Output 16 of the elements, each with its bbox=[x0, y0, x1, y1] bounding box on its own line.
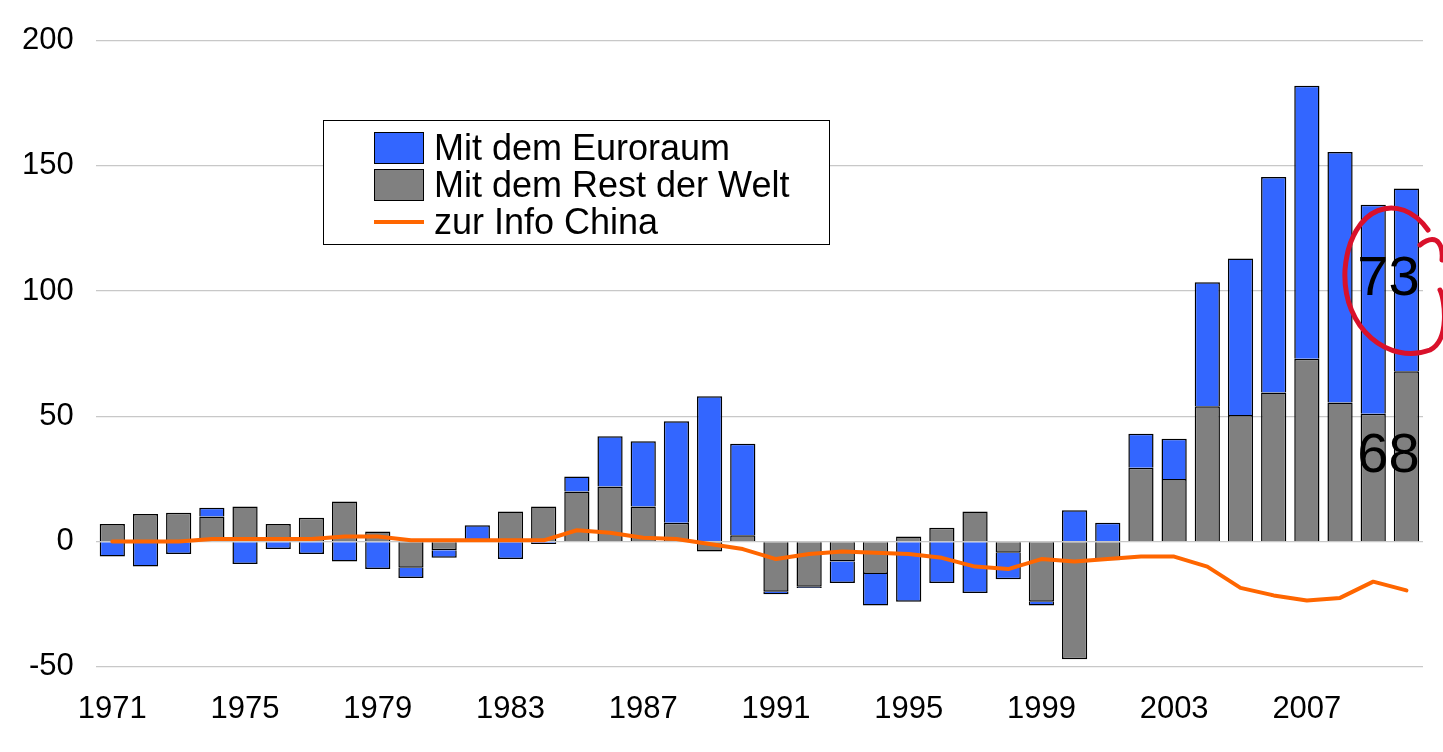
y-tick-label: 150 bbox=[21, 146, 74, 182]
x-tick-label: 2003 bbox=[1139, 689, 1209, 725]
x-tick-label: 2007 bbox=[1272, 689, 1342, 725]
x-tick-label: 1971 bbox=[77, 689, 147, 725]
y-tick-label: 0 bbox=[56, 522, 74, 558]
y-tick-label: 50 bbox=[39, 396, 74, 432]
y-tick-label: 100 bbox=[21, 271, 74, 307]
x-tick-label: 1975 bbox=[210, 689, 280, 725]
y-tick-label: 200 bbox=[21, 21, 74, 57]
x-tick-label: 1991 bbox=[741, 689, 811, 725]
y-tick-label: -50 bbox=[28, 647, 74, 683]
x-tick-label: 1987 bbox=[608, 689, 678, 725]
x-tick-label: 1979 bbox=[343, 689, 413, 725]
x-tick-label: 1999 bbox=[1006, 689, 1076, 725]
x-tick-label: 1983 bbox=[476, 689, 545, 725]
x-tick-label: 1995 bbox=[874, 689, 944, 725]
